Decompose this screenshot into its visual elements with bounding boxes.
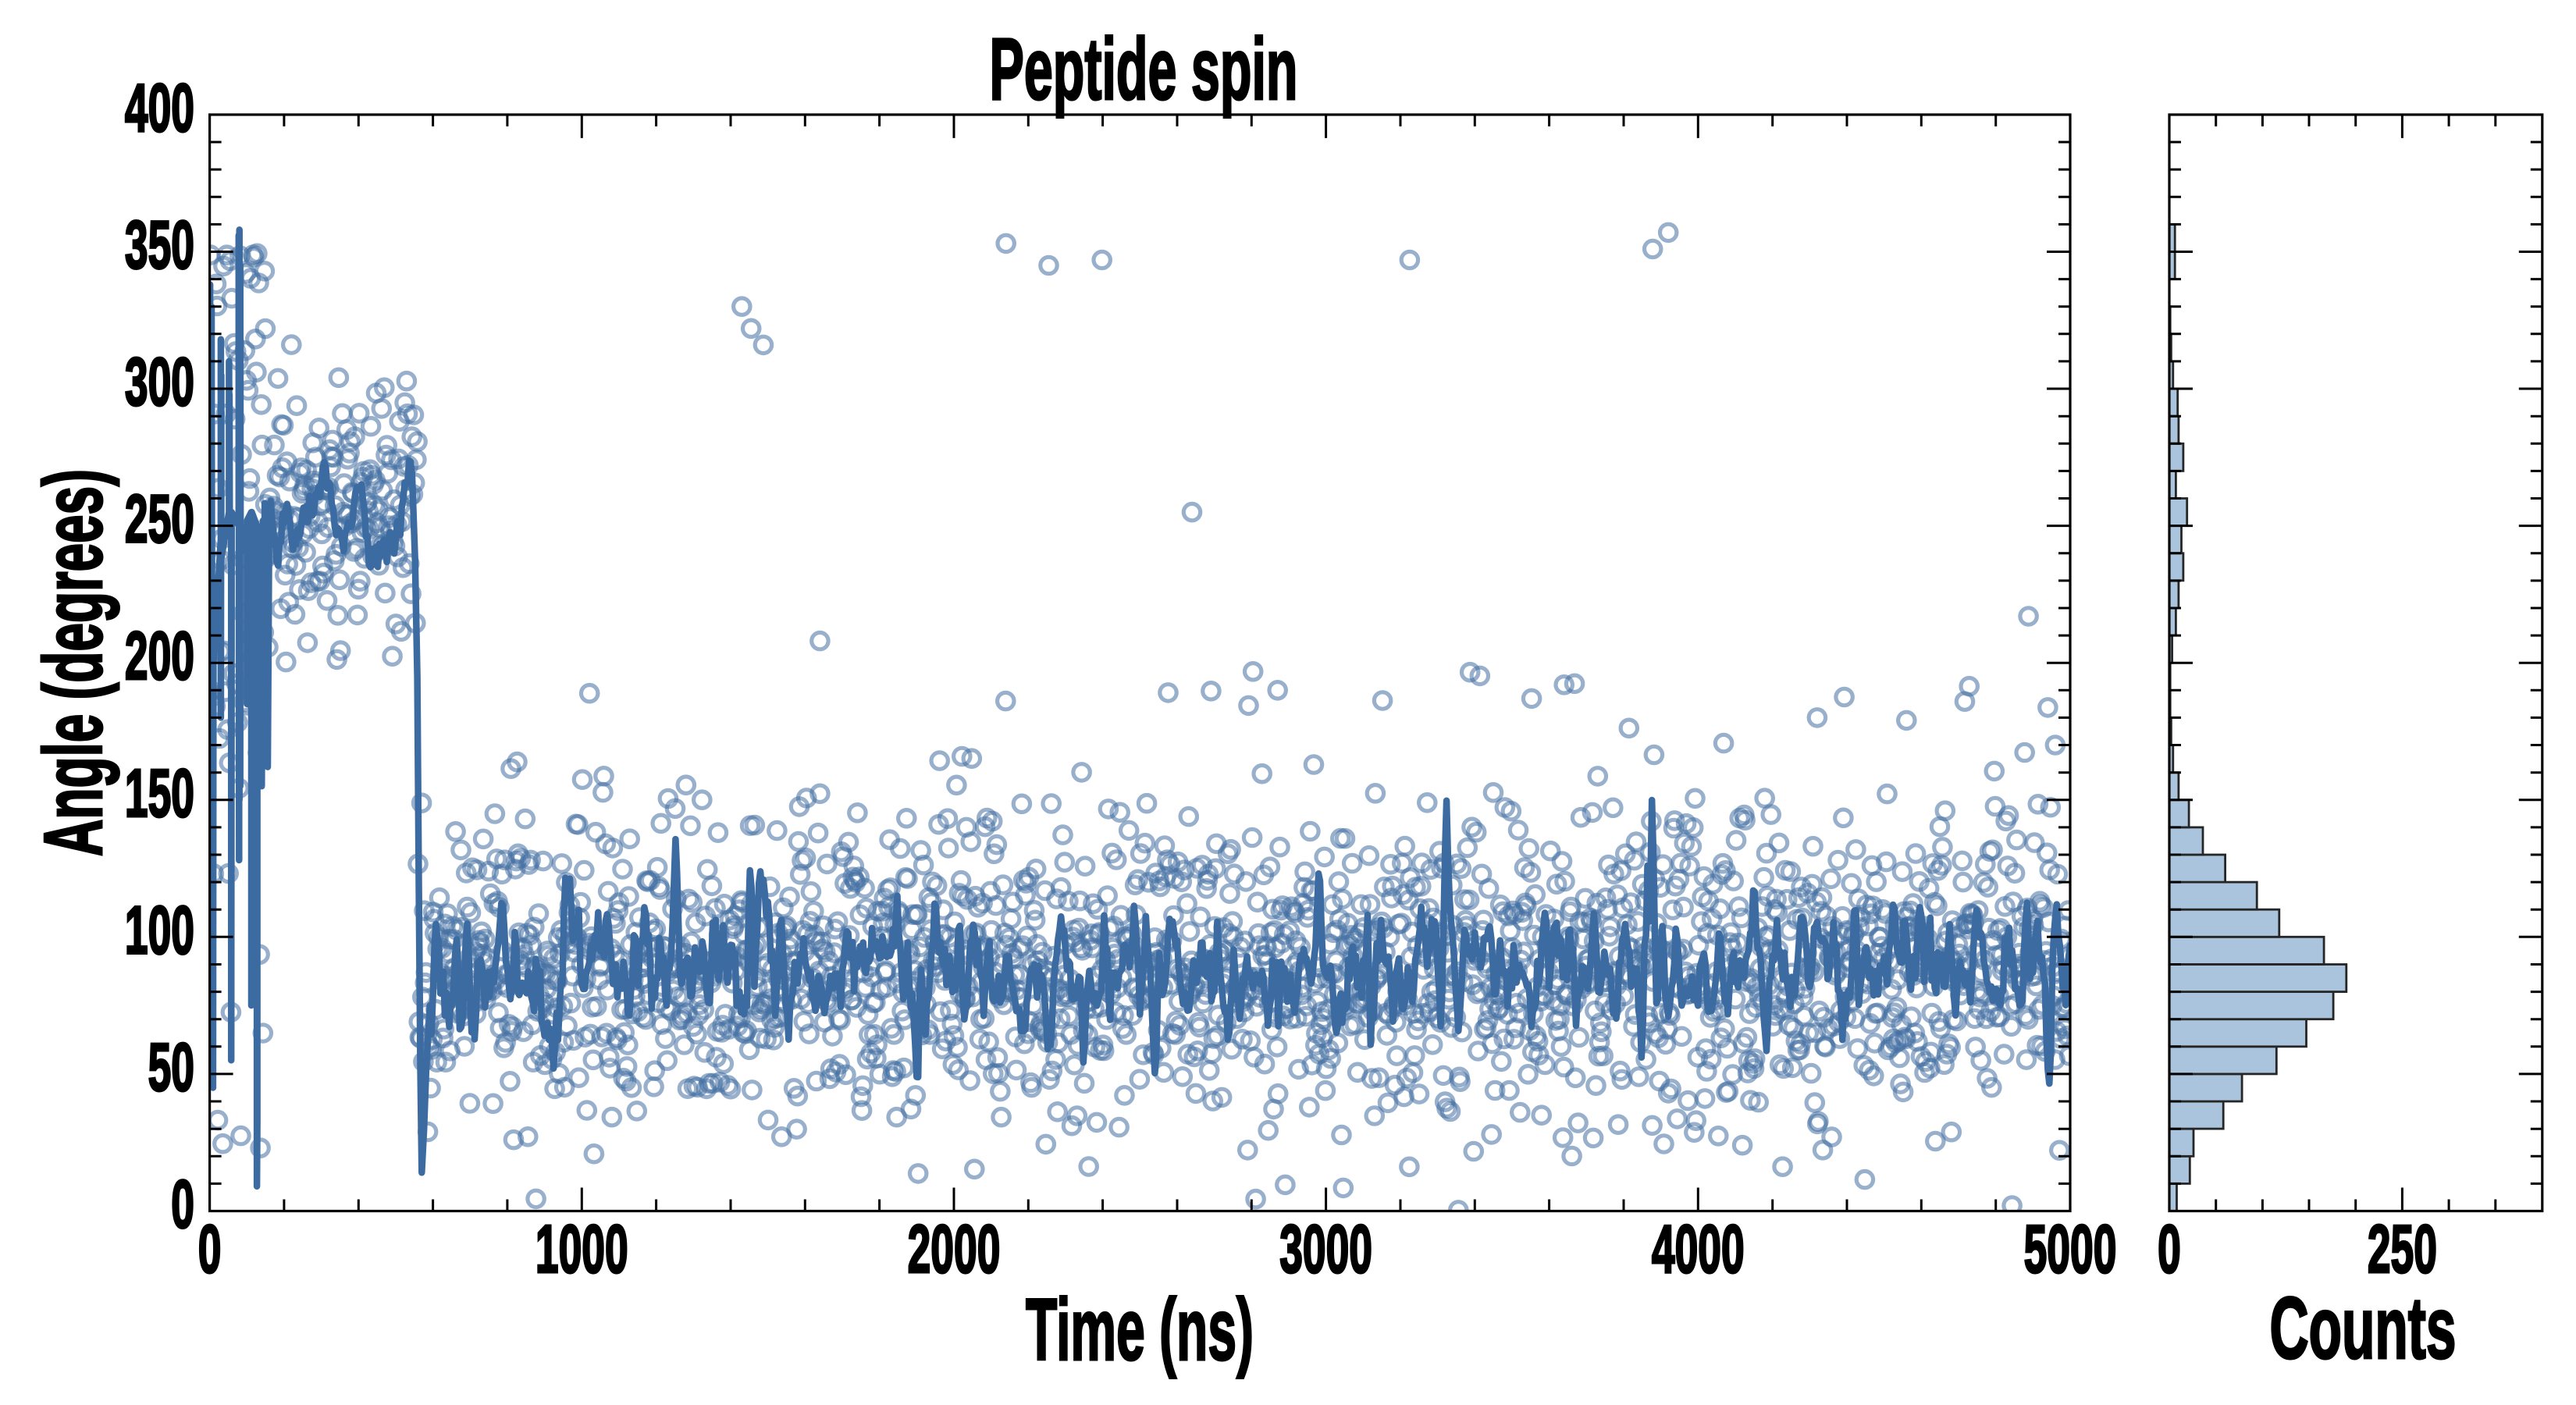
svg-text:Peptide spin: Peptide spin — [990, 20, 1298, 118]
svg-text:50: 50 — [148, 1030, 194, 1105]
svg-text:200: 200 — [125, 618, 194, 694]
svg-text:0: 0 — [2158, 1211, 2181, 1287]
svg-text:3000: 3000 — [1279, 1211, 1372, 1287]
svg-text:Time (ns): Time (ns) — [1026, 1281, 1254, 1378]
svg-text:150: 150 — [125, 756, 194, 831]
svg-text:1000: 1000 — [535, 1211, 628, 1287]
svg-text:350: 350 — [125, 208, 194, 283]
svg-text:250: 250 — [2368, 1211, 2437, 1287]
svg-text:Angle (degrees): Angle (degrees) — [27, 469, 119, 856]
svg-text:300: 300 — [125, 344, 194, 420]
svg-text:400: 400 — [125, 70, 194, 146]
svg-text:250: 250 — [125, 482, 194, 557]
svg-text:Counts: Counts — [2270, 1279, 2457, 1377]
svg-text:100: 100 — [125, 892, 194, 968]
svg-text:4000: 4000 — [1652, 1211, 1745, 1287]
svg-text:5000: 5000 — [2024, 1211, 2117, 1287]
svg-text:2000: 2000 — [908, 1211, 1001, 1287]
svg-text:0: 0 — [198, 1211, 222, 1287]
svg-text:0: 0 — [171, 1167, 194, 1243]
